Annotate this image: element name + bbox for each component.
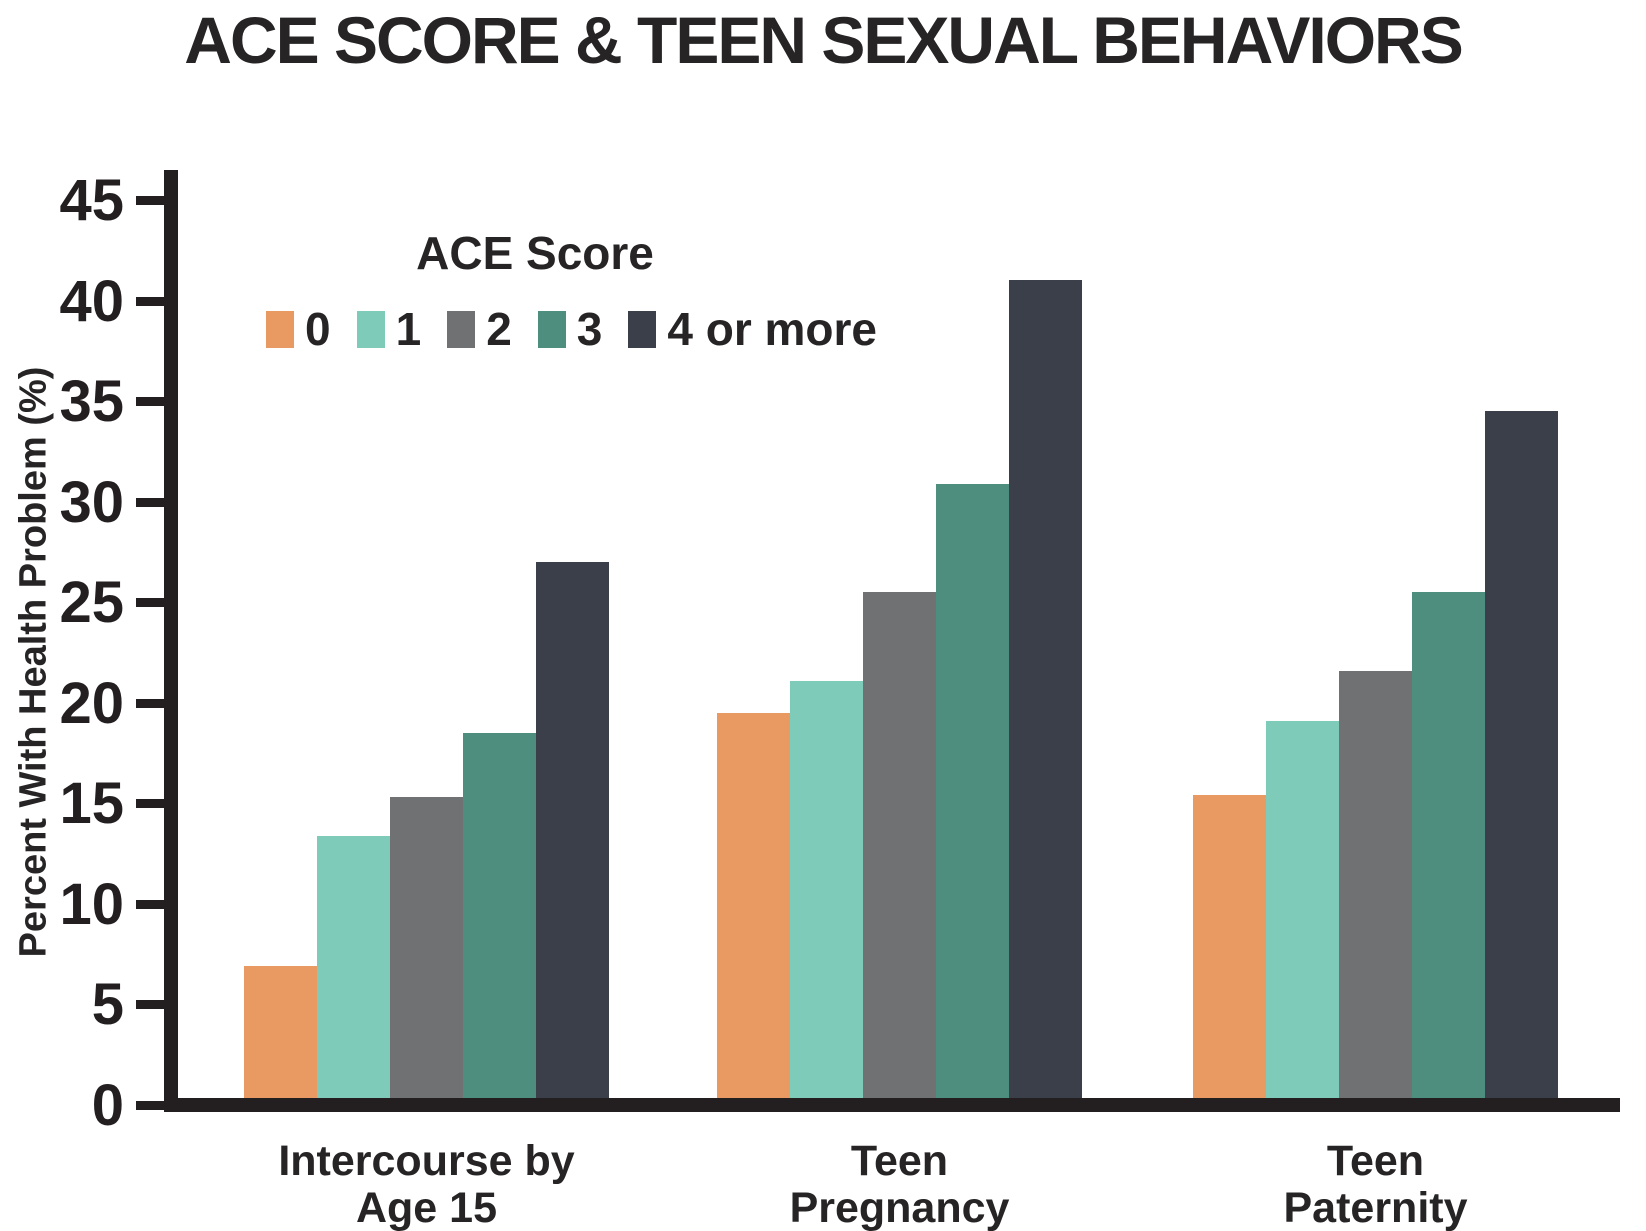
bar-group1-ace-2 — [390, 797, 463, 1105]
legend-item-2: 2 — [447, 306, 512, 352]
category-label-line: Teen — [850, 1137, 949, 1185]
y-tick-mark-5 — [136, 1000, 164, 1010]
category-label-1: Intercourse by Age 15 — [207, 1137, 647, 1231]
category-label-line: Teen — [1326, 1137, 1425, 1185]
legend-swatch-0 — [266, 310, 294, 348]
chart-title: ACE SCORE & TEEN SEXUAL BEHAVIORS — [184, 3, 1463, 77]
legend-item-0: 0 — [266, 306, 331, 352]
legend-item-4-or-more: 4 or more — [628, 306, 877, 352]
category-label-line: Age 15 — [355, 1184, 497, 1231]
y-tick-label-20: 20 — [59, 670, 124, 736]
y-tick-mark-0 — [136, 1101, 164, 1110]
legend-label-0: 0 — [305, 303, 331, 355]
bar-group2-ace-0 — [717, 713, 790, 1105]
y-tick-mark-10 — [136, 899, 164, 909]
legend-label-3: 3 — [576, 303, 603, 355]
y-tick-mark-20 — [136, 698, 164, 708]
legend-item-3: 3 — [537, 303, 603, 355]
y-tick-label-45: 45 — [59, 168, 124, 233]
y-tick-mark-45 — [136, 196, 164, 205]
category-label-2: Teen Pregnancy — [680, 1137, 1120, 1231]
category-label-line: Paternity — [1283, 1184, 1468, 1231]
y-tick-label-10: 10 — [59, 871, 124, 937]
y-tick-label-0: 0 — [91, 1073, 124, 1138]
y-tick-mark-15 — [136, 799, 164, 809]
legend-label-2: 2 — [486, 303, 512, 355]
bar-group1-ace-1 — [317, 836, 390, 1105]
y-tick-label-15: 15 — [59, 771, 124, 837]
category-label-line: Pregnancy — [789, 1184, 1010, 1231]
bar-group3-ace-0 — [1193, 795, 1266, 1105]
y-tick-mark-25 — [136, 598, 164, 608]
bar-group3-ace-1 — [1266, 721, 1339, 1105]
legend-item-1: 1 — [356, 303, 422, 355]
bar-group1-ace-0 — [244, 966, 317, 1105]
category-label-line: Intercourse by — [278, 1137, 575, 1185]
bar-group1-ace-4-or-more — [536, 562, 609, 1105]
bar-group3-ace-4-or-more — [1485, 411, 1558, 1105]
legend-title: ACE Score — [416, 227, 654, 279]
legend-items: 0 1 2 3 4 or more — [266, 306, 903, 352]
y-tick-label-40: 40 — [59, 268, 124, 334]
legend-label-1: 1 — [395, 303, 422, 355]
y-tick-label-25: 25 — [59, 570, 124, 636]
y-tick-label-30: 30 — [59, 469, 124, 535]
category-label-3: Teen Paternity — [1156, 1137, 1596, 1231]
legend-swatch-2 — [447, 310, 476, 348]
legend-label-4-or-more: 4 or more — [667, 303, 878, 355]
y-axis-line — [164, 170, 178, 1112]
bar-group3-ace-2 — [1339, 671, 1412, 1105]
y-tick-mark-35 — [136, 397, 164, 407]
y-tick-mark-40 — [136, 296, 164, 306]
legend-swatch-3 — [537, 310, 566, 348]
y-tick-label-35: 35 — [59, 369, 124, 435]
bar-group2-ace-2 — [863, 592, 936, 1105]
bar-group2-ace-3 — [936, 484, 1009, 1105]
bar-group3-ace-3 — [1412, 592, 1485, 1105]
y-tick-mark-30 — [136, 497, 164, 507]
x-axis-line — [164, 1098, 1620, 1112]
y-tick-label-5: 5 — [91, 972, 124, 1038]
legend-swatch-1 — [356, 310, 385, 348]
bar-group2-ace-4-or-more — [1009, 280, 1082, 1105]
legend-swatch-4-or-more — [628, 310, 657, 348]
y-axis-title: Percent With Health Problem (%) — [12, 366, 55, 958]
bar-group2-ace-1 — [790, 681, 863, 1105]
bar-group1-ace-3 — [463, 733, 536, 1105]
